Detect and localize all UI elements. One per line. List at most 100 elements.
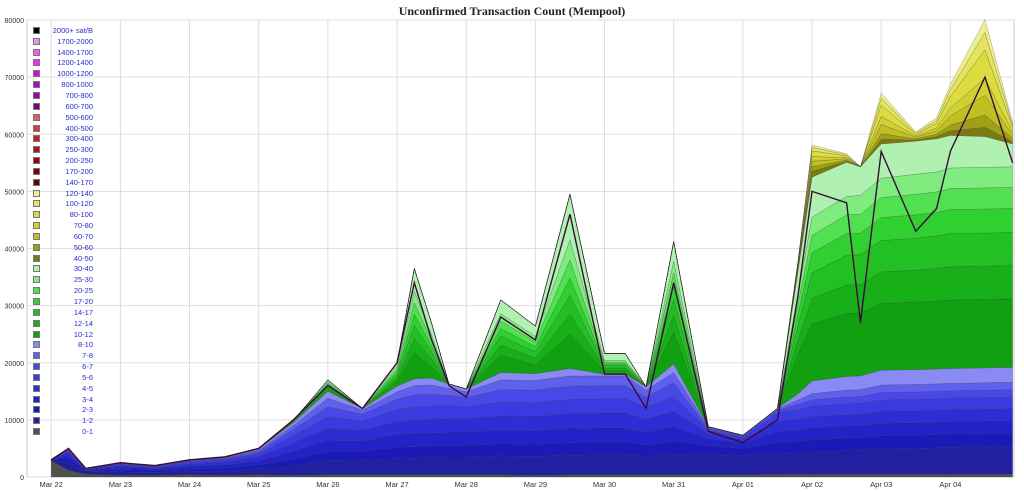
legend-item: 0-1 [33, 426, 93, 437]
x-tick-label: Apr 03 [870, 480, 892, 489]
legend-swatch [33, 417, 40, 425]
legend-item: 1200-1400 [33, 58, 93, 69]
legend-label: 7-8 [82, 351, 93, 361]
x-tick-label: Mar 29 [524, 480, 547, 489]
legend-item: 500-600 [33, 112, 93, 123]
legend-label: 17-20 [73, 297, 93, 307]
legend-item: 3-4 [33, 394, 93, 405]
x-tick-label: Mar 28 [455, 480, 478, 489]
legend-label: 50-60 [73, 242, 93, 252]
legend-item: 700-800 [33, 90, 93, 101]
legend-item: 25-30 [33, 274, 93, 285]
x-tick-label: Mar 30 [593, 480, 616, 489]
legend-label: 40-50 [73, 253, 93, 263]
legend-item: 170-200 [33, 166, 93, 177]
legend-item: 70-80 [33, 220, 93, 231]
legend-item: 7-8 [33, 350, 93, 361]
legend-swatch [33, 113, 40, 121]
x-tick-label: Apr 01 [732, 480, 754, 489]
legend-swatch [33, 298, 40, 306]
legend-label: 100-120 [65, 199, 93, 209]
legend-swatch [33, 135, 40, 143]
legend-item: 60-70 [33, 231, 93, 242]
legend-swatch [33, 102, 40, 110]
x-tick-label: Mar 24 [178, 480, 201, 489]
legend: 2000+ sat/B 1700-2000 1400-1700 1200-1400 10… [33, 25, 93, 437]
y-tick-label: 0 [20, 475, 24, 482]
y-tick-label: 50000 [5, 189, 25, 196]
y-tick-label: 20000 [5, 361, 25, 368]
legend-swatch [33, 276, 40, 284]
legend-item: 1400-1700 [33, 47, 93, 58]
legend-label: 8-10 [77, 340, 93, 350]
legend-label: 700-800 [65, 90, 93, 100]
legend-swatch [33, 91, 40, 99]
legend-item: 40-50 [33, 253, 93, 264]
legend-label: 3-4 [82, 394, 93, 404]
legend-label: 4-5 [82, 383, 93, 393]
legend-swatch [33, 308, 40, 316]
legend-label: 12-14 [73, 318, 93, 328]
legend-label: 500-600 [65, 112, 93, 122]
legend-swatch [33, 146, 40, 154]
x-tick-label: Mar 23 [109, 480, 132, 489]
legend-label: 20-25 [73, 286, 93, 296]
legend-label: 60-70 [73, 231, 93, 241]
legend-swatch [33, 26, 40, 34]
legend-label: 14-17 [73, 307, 93, 317]
legend-swatch [33, 200, 40, 208]
legend-label: 1700-2000 [57, 36, 93, 46]
y-tick-label: 70000 [5, 75, 25, 82]
legend-item: 5-6 [33, 372, 93, 383]
legend-swatch [33, 384, 40, 392]
legend-item: 30-40 [33, 264, 93, 275]
legend-swatch [33, 189, 40, 197]
y-tick-label: 10000 [5, 418, 25, 425]
legend-label: 70-80 [73, 221, 93, 231]
y-tick-label: 30000 [5, 304, 25, 311]
legend-label: 1200-1400 [57, 58, 93, 68]
x-tick-label: Apr 02 [801, 480, 823, 489]
x-tick-label: Mar 26 [316, 480, 339, 489]
x-tick-label: Mar 22 [40, 480, 63, 489]
legend-item: 600-700 [33, 101, 93, 112]
legend-item: 10-12 [33, 329, 93, 340]
legend-label: 400-500 [65, 123, 93, 133]
legend-item: 17-20 [33, 296, 93, 307]
legend-item: 2-3 [33, 405, 93, 416]
legend-item: 120-140 [33, 188, 93, 199]
x-tick-label: Mar 27 [385, 480, 408, 489]
legend-label: 0-1 [82, 427, 93, 437]
legend-swatch [33, 406, 40, 414]
legend-swatch [33, 167, 40, 175]
total-line [50, 75, 1014, 470]
legend-swatch [33, 178, 40, 186]
total-outline [50, 75, 1014, 470]
legend-label: 30-40 [73, 264, 93, 274]
legend-label: 140-170 [65, 177, 93, 187]
legend-swatch [33, 330, 40, 338]
legend-swatch [33, 373, 40, 381]
legend-swatch [33, 70, 40, 78]
legend-label: 1400-1700 [57, 47, 93, 57]
legend-item: 50-60 [33, 242, 93, 253]
legend-item: 1000-1200 [33, 68, 93, 79]
legend-label: 5-6 [82, 372, 93, 382]
legend-item: 800-1000 [33, 79, 93, 90]
legend-swatch [33, 232, 40, 240]
legend-label: 120-140 [65, 188, 93, 198]
legend-item: 4-5 [33, 383, 93, 394]
legend-swatch [33, 37, 40, 45]
legend-swatch [33, 157, 40, 165]
legend-label: 25-30 [73, 275, 93, 285]
legend-swatch [33, 352, 40, 360]
legend-item: 14-17 [33, 307, 93, 318]
legend-item: 140-170 [33, 177, 93, 188]
legend-swatch [33, 81, 40, 89]
legend-item: 2000+ sat/B [33, 25, 93, 36]
legend-label: 250-300 [65, 145, 93, 155]
y-tick-label: 40000 [5, 247, 25, 254]
legend-swatch [33, 254, 40, 262]
legend-swatch [33, 428, 40, 436]
